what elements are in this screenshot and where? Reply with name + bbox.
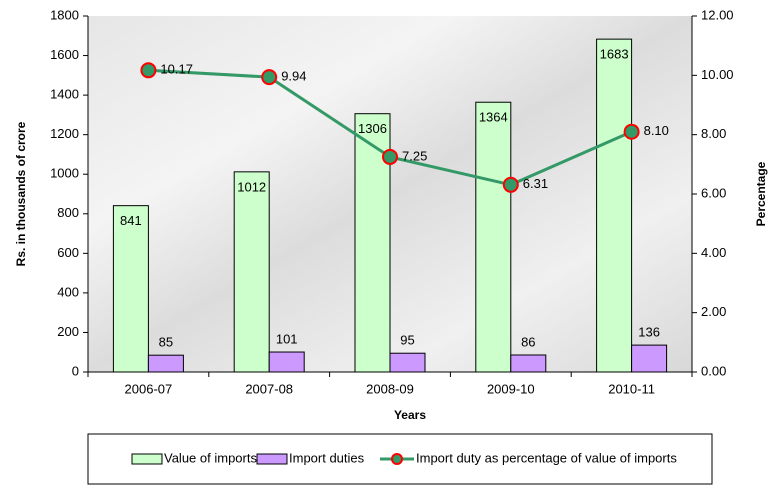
bar — [596, 38, 633, 373]
bar — [268, 351, 305, 373]
y-tick-label: 400 — [57, 284, 79, 299]
y-axis-title: Rs. in thousands of crore — [14, 121, 28, 266]
bar — [631, 344, 668, 373]
data-label: 9.94 — [281, 69, 306, 84]
data-label: 1364 — [479, 110, 508, 125]
x-tick-label: 2007-08 — [245, 381, 293, 396]
legend-label: Value of imports — [164, 450, 257, 465]
y2-tick-label: 4.00 — [701, 245, 726, 260]
bar — [389, 352, 426, 373]
y2-axis-title: Percentage — [754, 161, 768, 226]
marker — [382, 148, 398, 165]
y-tick-label: 600 — [57, 245, 79, 260]
data-label: 6.31 — [523, 176, 548, 191]
data-label: 841 — [120, 213, 142, 228]
legend-swatch — [256, 453, 288, 465]
data-label: 1683 — [600, 47, 629, 62]
y2-tick-label: 6.00 — [701, 185, 726, 200]
legend-swatch — [131, 453, 163, 465]
marker — [261, 69, 278, 86]
marker — [502, 176, 519, 193]
y2-tick-label: 2.00 — [701, 304, 726, 319]
data-label: 7.25 — [402, 148, 427, 163]
y-tick-label: 1200 — [50, 126, 79, 141]
data-label: 95 — [400, 333, 414, 348]
y2-tick-label: 8.00 — [701, 126, 726, 141]
marker — [623, 123, 640, 140]
y-tick-label: 1600 — [50, 47, 79, 62]
data-label: 1012 — [237, 179, 266, 194]
bar — [510, 354, 547, 373]
bar — [147, 354, 184, 373]
data-label: 85 — [159, 335, 173, 350]
y2-tick-label: 10.00 — [701, 67, 734, 82]
x-tick-label: 2009-10 — [487, 381, 535, 396]
y-tick-label: 1800 — [50, 7, 79, 22]
x-tick-label: 2008-09 — [366, 381, 414, 396]
data-label: 101 — [276, 331, 298, 346]
x-tick-label: 2006-07 — [125, 381, 173, 396]
x-axis-title: Years — [394, 408, 426, 422]
data-label: 86 — [521, 334, 535, 349]
marker — [140, 62, 157, 79]
legend-label: Import duty as percentage of value of im… — [416, 450, 677, 465]
y-tick-label: 800 — [57, 205, 79, 220]
data-label: 10.17 — [160, 62, 193, 77]
legend-marker — [391, 453, 403, 465]
y-tick-label: 0 — [72, 363, 79, 378]
data-label: 8.10 — [644, 123, 669, 138]
y-tick-label: 1000 — [50, 166, 79, 181]
y2-tick-label: 0.00 — [701, 363, 726, 378]
data-label: 136 — [638, 325, 660, 340]
y-tick-label: 200 — [57, 324, 79, 339]
bar — [475, 101, 512, 373]
legend-label: Import duties — [289, 450, 365, 465]
data-label: 1306 — [358, 121, 387, 136]
bar — [112, 205, 149, 373]
bar — [233, 171, 270, 373]
y-tick-label: 1400 — [50, 87, 79, 102]
y2-tick-label: 12.00 — [701, 7, 734, 22]
x-tick-label: 2010-11 — [608, 381, 655, 396]
